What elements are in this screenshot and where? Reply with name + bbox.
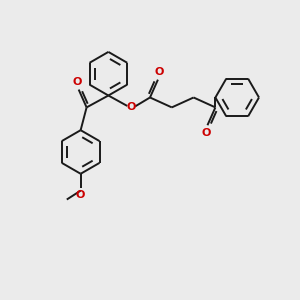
Text: O: O — [202, 128, 211, 138]
Text: O: O — [73, 76, 82, 87]
Text: O: O — [127, 102, 136, 112]
Text: O: O — [76, 190, 85, 200]
Text: O: O — [154, 67, 164, 77]
